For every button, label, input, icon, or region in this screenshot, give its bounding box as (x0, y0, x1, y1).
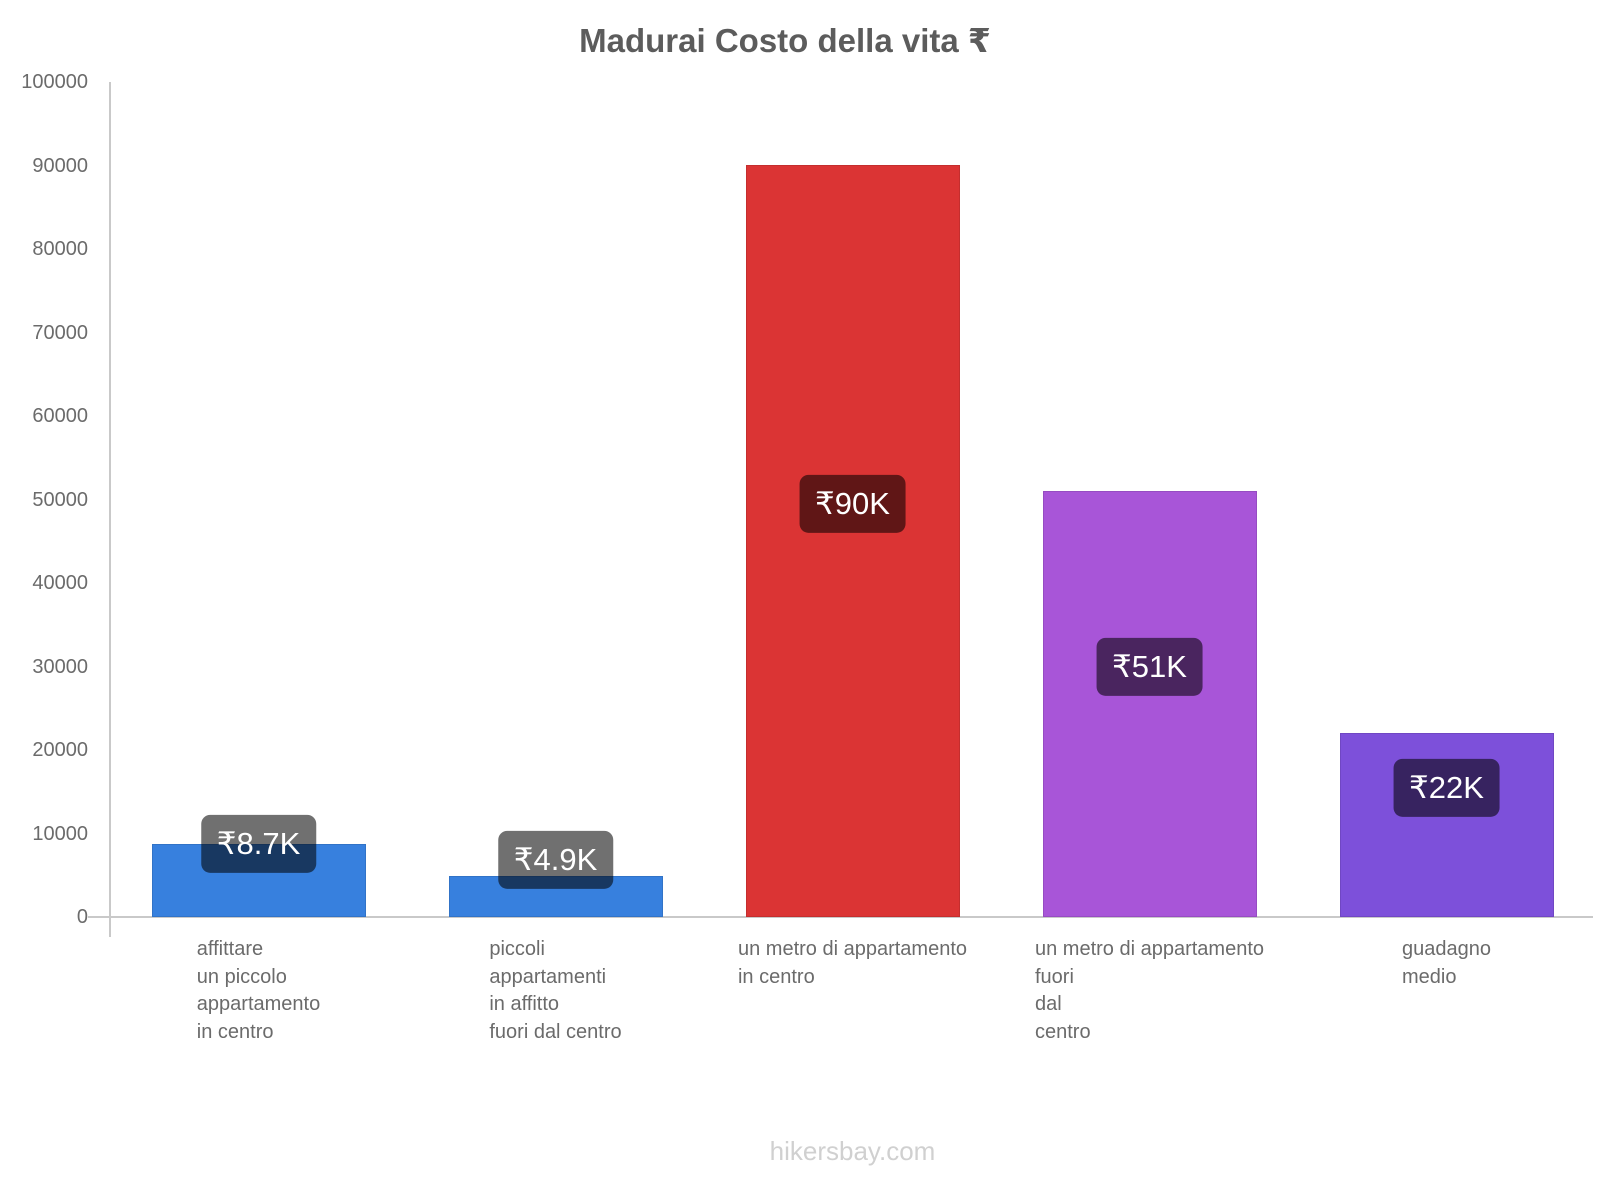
x-tick-label: un metro di appartamento fuori dal centro (1034, 938, 1265, 1043)
y-tick-label: 90000 (32, 154, 88, 177)
y-tick-label: 70000 (32, 321, 88, 344)
y-tick-label: 40000 (32, 572, 88, 594)
bar-value-badge: ₹90K (799, 474, 906, 534)
bar-value-badge: ₹8.7K (200, 814, 317, 874)
y-tick-label: 10000 (32, 822, 88, 845)
bar-value-badge: ₹22K (1393, 758, 1500, 818)
y-axis-line (109, 82, 111, 937)
bar-value-badge: ₹51K (1096, 637, 1203, 697)
x-tick-label: un metro di appartamento in centro (737, 938, 968, 988)
y-tick-label: 30000 (32, 655, 88, 678)
y-tick-label: 0 (76, 906, 88, 928)
y-tick-label: 60000 (32, 405, 88, 427)
x-axis-line (88, 916, 1593, 918)
bar-value-badge: ₹4.9K (497, 830, 614, 890)
y-tick-label: 80000 (32, 238, 88, 260)
bar-4 (1043, 491, 1257, 917)
x-tick-label: guadagno medio (1402, 938, 1491, 988)
y-tick-label: 100000 (21, 71, 88, 93)
y-tick-label: 50000 (32, 488, 88, 511)
x-tick-label: piccoli appartamenti in affitto fuori dal c… (489, 938, 622, 1043)
bar-5 (1340, 733, 1554, 917)
y-tick-label: 20000 (32, 739, 88, 761)
chart-title: Madurai Costo della vita ₹ (579, 22, 991, 59)
x-tick-label: affittare un piccolo appartamento in centro (196, 938, 321, 1043)
bar-3 (746, 165, 960, 917)
watermark: hikersbay.com (769, 1136, 936, 1166)
